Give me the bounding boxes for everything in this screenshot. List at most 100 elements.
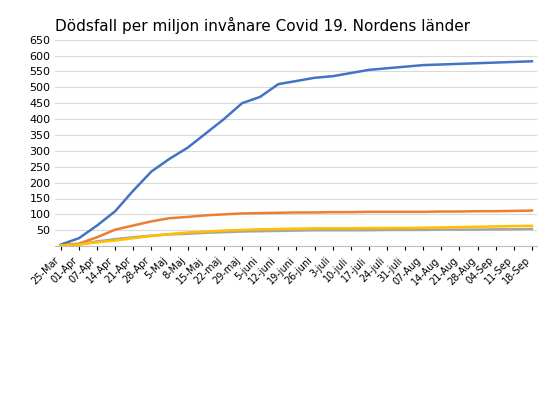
Sverige: [420, 63, 427, 67]
Danmark: [329, 210, 336, 214]
Danmark: [257, 211, 264, 216]
Danmark: [311, 210, 318, 215]
Norge: [402, 227, 408, 232]
Norge: [76, 242, 83, 247]
Sverige: [402, 64, 408, 69]
Danmark: [130, 223, 137, 228]
Finland: [311, 226, 318, 231]
Danmark: [239, 211, 245, 216]
Norge: [166, 232, 173, 237]
Danmark: [76, 241, 83, 246]
Norge: [220, 230, 227, 235]
Danmark: [420, 210, 427, 214]
Danmark: [402, 210, 408, 214]
Danmark: [293, 210, 300, 215]
Sverige: [275, 82, 281, 87]
Finland: [112, 238, 119, 243]
Sverige: [202, 131, 209, 136]
Sverige: [474, 61, 481, 66]
Norge: [366, 228, 372, 233]
Danmark: [184, 214, 191, 219]
Text: Dödsfall per miljon invånare Covid 19. Nordens länder: Dödsfall per miljon invånare Covid 19. N…: [55, 17, 470, 35]
Norge: [493, 227, 499, 232]
Norge: [311, 228, 318, 233]
Sverige: [130, 188, 137, 193]
Finland: [58, 243, 64, 248]
Danmark: [58, 243, 64, 248]
Norge: [438, 227, 445, 232]
Finland: [257, 227, 264, 232]
Danmark: [202, 213, 209, 218]
Sverige: [166, 156, 173, 161]
Norge: [148, 233, 155, 238]
Danmark: [347, 210, 354, 214]
Finland: [510, 224, 517, 229]
Sverige: [347, 71, 354, 75]
Sverige: [112, 209, 119, 214]
Sverige: [148, 169, 155, 174]
Sverige: [184, 145, 191, 150]
Finland: [76, 242, 83, 247]
Line: Sverige: Sverige: [61, 61, 532, 245]
Sverige: [311, 75, 318, 80]
Sverige: [58, 242, 64, 247]
Norge: [293, 228, 300, 233]
Danmark: [275, 210, 281, 215]
Finland: [94, 240, 100, 245]
Finland: [438, 225, 445, 230]
Finland: [293, 226, 300, 231]
Sverige: [257, 94, 264, 99]
Norge: [184, 231, 191, 236]
Finland: [493, 224, 499, 229]
Norge: [510, 227, 517, 232]
Finland: [366, 225, 372, 230]
Danmark: [94, 235, 100, 240]
Finland: [220, 228, 227, 233]
Norge: [202, 230, 209, 235]
Norge: [58, 243, 64, 248]
Finland: [148, 233, 155, 238]
Norge: [456, 227, 463, 232]
Danmark: [148, 219, 155, 224]
Finland: [402, 225, 408, 230]
Danmark: [493, 209, 499, 214]
Danmark: [166, 216, 173, 221]
Sverige: [293, 79, 300, 83]
Danmark: [510, 208, 517, 213]
Danmark: [474, 209, 481, 214]
Norge: [112, 237, 119, 241]
Norge: [130, 235, 137, 240]
Finland: [420, 225, 427, 230]
Finland: [166, 232, 173, 237]
Sverige: [329, 74, 336, 79]
Sverige: [366, 67, 372, 72]
Sverige: [438, 62, 445, 67]
Norge: [529, 227, 535, 231]
Norge: [474, 227, 481, 232]
Danmark: [438, 209, 445, 214]
Norge: [420, 227, 427, 232]
Finland: [130, 236, 137, 241]
Sverige: [76, 236, 83, 241]
Danmark: [384, 210, 391, 214]
Danmark: [456, 209, 463, 214]
Line: Danmark: Danmark: [61, 210, 532, 245]
Norge: [347, 228, 354, 233]
Finland: [239, 227, 245, 232]
Sverige: [239, 101, 245, 106]
Norge: [384, 227, 391, 232]
Sverige: [220, 117, 227, 121]
Finland: [456, 225, 463, 229]
Danmark: [366, 210, 372, 214]
Finland: [275, 227, 281, 231]
Norge: [329, 228, 336, 233]
Sverige: [529, 59, 535, 64]
Finland: [202, 229, 209, 234]
Danmark: [112, 227, 119, 232]
Danmark: [529, 208, 535, 213]
Danmark: [220, 212, 227, 217]
Sverige: [384, 66, 391, 71]
Line: Finland: Finland: [61, 226, 532, 245]
Norge: [239, 229, 245, 234]
Finland: [329, 226, 336, 231]
